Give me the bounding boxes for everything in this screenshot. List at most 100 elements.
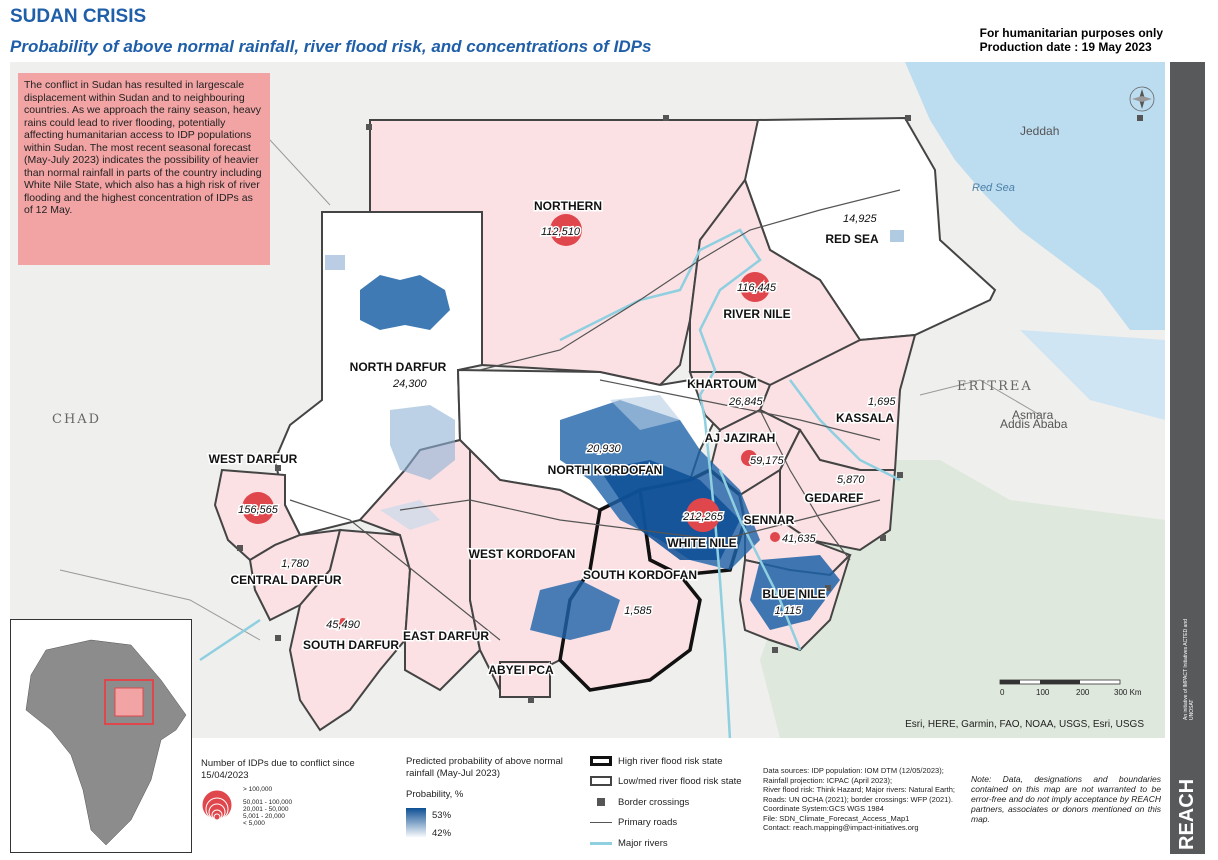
label-state: SOUTH KORDOFAN xyxy=(583,568,697,582)
label-idps: 59,175 xyxy=(750,455,785,467)
label-state: EAST DARFUR xyxy=(403,629,489,643)
idp-circle-aj-jazirah xyxy=(741,450,757,466)
intro-text-box: The conflict in Sudan has resulted in la… xyxy=(18,73,270,265)
scale-tick: 100 xyxy=(1036,688,1050,697)
legend-idp-title: Number of IDPs due to conflict since 15/… xyxy=(201,758,355,781)
river-swatch xyxy=(590,842,612,845)
idp-class: > 100,000 xyxy=(243,786,273,793)
scale-tick: 300 Km xyxy=(1114,688,1142,697)
source-line: Coordinate System:GCS WGS 1984 xyxy=(763,804,884,813)
north-arrow-icon xyxy=(1129,86,1155,112)
idp-class: 5,001 - 20,000 xyxy=(243,813,285,820)
label-state: BLUE NILE xyxy=(762,587,825,601)
label-red-sea-water: Red Sea xyxy=(972,182,1015,194)
border-line xyxy=(919,379,1041,416)
basemap-credits: Esri, HERE, Garmin, FAO, NOAA, USGS, Esr… xyxy=(905,719,1144,730)
label-idps: 112,510 xyxy=(541,226,581,238)
sudan-shape xyxy=(114,687,144,717)
legend-prob-low: 42% xyxy=(432,828,452,839)
border-line xyxy=(59,569,261,641)
primary-roads xyxy=(289,189,901,641)
label-state: RIVER NILE xyxy=(723,307,790,321)
label-state: KASSALA xyxy=(836,411,894,425)
rain-gradient-swatch xyxy=(406,808,426,838)
main-map[interactable]: CHAD ERITREA Jeddah Red Sea Asmara Addis… xyxy=(10,62,1165,738)
idp-circle-south-darfur xyxy=(338,618,348,628)
idp-class: < 5,000 xyxy=(243,820,265,827)
source-line: File: SDN_Climate_Forecast_Access_Map1 xyxy=(763,813,910,823)
gulf-water xyxy=(1020,330,1165,420)
label-idps: 1,585 xyxy=(624,605,652,617)
scale-tick: 200 xyxy=(1076,688,1090,697)
data-sources: Data sources: IDP population: IOM DTM (1… xyxy=(763,766,963,833)
africa-inset-map xyxy=(10,619,192,853)
legend-rain-title: Predicted probability of above normal ra… xyxy=(406,756,563,779)
label-asmara: Asmara xyxy=(1012,408,1054,422)
label-idps: 14,925 xyxy=(843,213,878,225)
idp-circle-northern xyxy=(550,214,582,246)
label-idps: 212,265 xyxy=(682,511,724,523)
idp-circle-layer xyxy=(242,214,780,628)
africa-shape xyxy=(25,639,187,846)
production-date: Production date : 19 May 2023 xyxy=(979,40,1152,54)
idp-class: 20,001 - 50,000 xyxy=(243,806,289,813)
low-flood-swatch xyxy=(590,776,612,786)
label-state: GEDAREF xyxy=(805,491,864,505)
border-crossings xyxy=(237,115,1143,703)
high-flood-swatch xyxy=(590,756,612,766)
label-state: ABYEI PCA xyxy=(488,663,554,677)
label-state: NORTH DARFUR xyxy=(350,360,447,374)
purpose-text: For humanitarian purposes only xyxy=(979,26,1163,40)
label-idps: 45,490 xyxy=(326,619,361,631)
legend-rivers: Major rivers xyxy=(618,838,668,849)
idp-circle-white-nile xyxy=(686,498,720,532)
label-idps: 1,695 xyxy=(868,396,896,408)
idp-class: 50,001 - 100,000 xyxy=(243,799,293,806)
label-state: NORTHERN xyxy=(534,199,602,213)
road-swatch xyxy=(590,822,612,823)
purpose-block: For humanitarian purposes only Productio… xyxy=(980,26,1163,54)
legend-roads: Primary roads xyxy=(618,817,678,828)
label-idps: 156,565 xyxy=(238,504,279,516)
rainfall-probability-layer xyxy=(325,230,904,640)
label-state: WEST KORDOFAN xyxy=(469,547,576,561)
source-line: Rainfall projection: ICPAC (April 2023); xyxy=(763,775,893,785)
idp-circle-sennar xyxy=(770,532,780,542)
red-sea-water xyxy=(905,62,1165,330)
legend-border: Border crossings xyxy=(618,797,690,808)
legend-prob-label: Probability, % xyxy=(406,789,464,800)
label-state: KHARTOUM xyxy=(687,377,757,391)
map-subtitle: Probability of above normal rainfall, ri… xyxy=(10,37,652,56)
idp-legend-symbol xyxy=(201,789,233,821)
label-eritrea: ERITREA xyxy=(957,379,1033,394)
legend-low-flood: Low/med river flood risk state xyxy=(618,776,742,787)
map-title: SUDAN CRISIS xyxy=(10,6,147,27)
label-jeddah: Jeddah xyxy=(1020,124,1059,138)
label-state: SOUTH DARFUR xyxy=(303,638,399,652)
label-idps: 26,845 xyxy=(728,396,764,408)
idp-circle-west-darfur xyxy=(242,492,274,524)
inset-extent-box xyxy=(104,679,154,725)
label-state: WHITE NILE xyxy=(667,536,736,550)
disclaimer-note: Note: Data, designations and boundaries … xyxy=(971,774,1161,824)
label-idps: 116,445 xyxy=(737,282,777,294)
idp-circle-river-nile xyxy=(740,272,770,302)
scale-tick: 0 xyxy=(1000,688,1005,697)
label-idps: 41,635 xyxy=(782,533,817,545)
label-idps: 5,870 xyxy=(837,474,865,486)
label-idps: 24,300 xyxy=(392,378,428,390)
source-line: Contact: reach.mapping@impact-initiative… xyxy=(763,823,919,832)
label-idps: 1,115 xyxy=(775,605,803,617)
border-crossing-swatch xyxy=(597,798,605,806)
label-state: NORTH KORDOFAN xyxy=(548,463,663,477)
source-line: Data sources: IDP population: IOM DTM (1… xyxy=(763,766,944,775)
state-south-darfur[interactable] xyxy=(288,528,412,732)
source-line: River flood risk: Think Hazard; Major ri… xyxy=(763,785,956,794)
label-idps: 1,780 xyxy=(281,558,309,570)
scale-bar: 0 100 200 300 Km xyxy=(999,679,1142,697)
legend-prob-high: 53% xyxy=(432,810,452,821)
label-state: WEST DARFUR xyxy=(209,452,298,466)
label-state: RED SEA xyxy=(825,232,879,246)
state-abyei[interactable] xyxy=(499,661,551,698)
state-border xyxy=(322,120,371,213)
